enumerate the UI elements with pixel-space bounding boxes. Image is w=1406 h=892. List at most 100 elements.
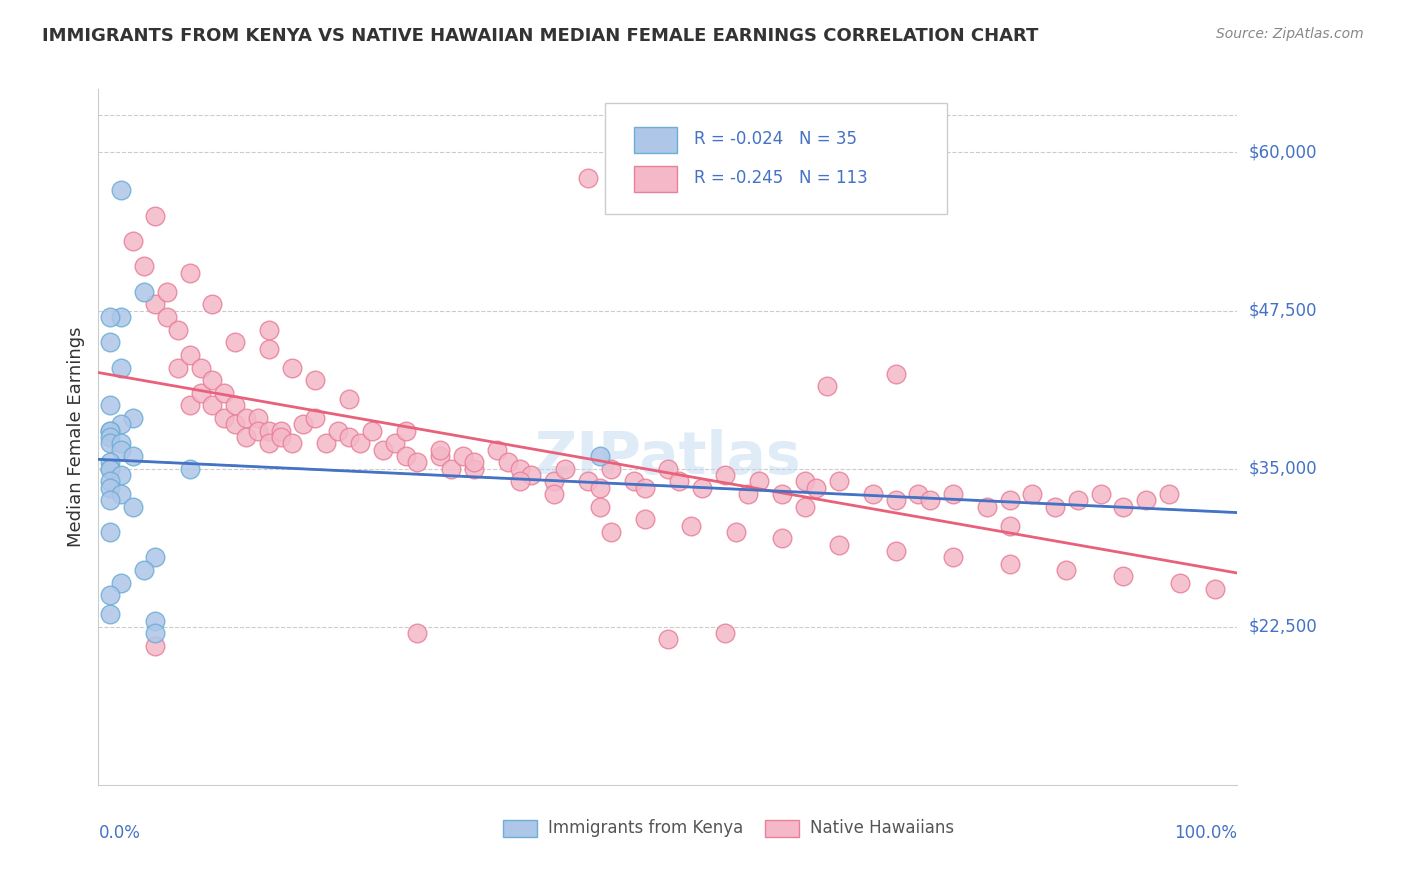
Point <box>98 475 121 489</box>
Point <box>1135 493 1157 508</box>
Point <box>156 310 179 324</box>
Point <box>145 550 167 565</box>
Point <box>121 411 143 425</box>
Point <box>110 183 132 197</box>
Point <box>98 461 121 475</box>
Bar <box>634 166 676 192</box>
Point <box>918 493 941 508</box>
Point <box>190 360 212 375</box>
Point <box>406 626 429 640</box>
Point <box>884 544 907 558</box>
Bar <box>503 820 537 837</box>
Point <box>395 424 418 438</box>
Point <box>429 442 451 457</box>
Point <box>110 417 132 432</box>
Point <box>486 442 509 457</box>
Point <box>463 461 485 475</box>
Point <box>145 614 167 628</box>
Point <box>315 436 337 450</box>
Point <box>690 481 713 495</box>
Point <box>576 170 599 185</box>
Point <box>98 424 121 438</box>
Point <box>463 455 485 469</box>
Point <box>235 411 257 425</box>
Bar <box>634 127 676 153</box>
Point <box>281 360 304 375</box>
Point <box>440 461 463 475</box>
Text: ZIPatlas: ZIPatlas <box>534 429 801 486</box>
Point <box>588 449 610 463</box>
Point <box>110 436 132 450</box>
Point <box>132 285 155 299</box>
Point <box>600 524 623 539</box>
Point <box>259 322 281 336</box>
Point <box>1054 563 1078 577</box>
Point <box>259 424 281 438</box>
Text: IMMIGRANTS FROM KENYA VS NATIVE HAWAIIAN MEDIAN FEMALE EARNINGS CORRELATION CHAR: IMMIGRANTS FROM KENYA VS NATIVE HAWAIIAN… <box>42 27 1039 45</box>
Point <box>145 209 167 223</box>
Point <box>804 481 827 495</box>
Point <box>942 487 965 501</box>
Point <box>714 468 737 483</box>
Point <box>828 538 851 552</box>
Point <box>98 461 121 475</box>
Text: 0.0%: 0.0% <box>98 824 141 842</box>
Point <box>498 455 520 469</box>
Point <box>179 461 201 475</box>
Point <box>828 475 851 489</box>
Y-axis label: Median Female Earnings: Median Female Earnings <box>66 326 84 548</box>
Point <box>520 468 543 483</box>
Point <box>509 475 531 489</box>
Point <box>98 335 121 350</box>
Point <box>793 475 815 489</box>
Point <box>259 436 281 450</box>
Point <box>1204 582 1226 596</box>
Point <box>976 500 998 514</box>
Point <box>304 373 326 387</box>
Point <box>270 424 292 438</box>
Point <box>793 500 815 514</box>
Point <box>748 475 770 489</box>
Point <box>1112 500 1135 514</box>
Point <box>212 385 235 400</box>
Point <box>179 348 201 362</box>
Point <box>156 285 179 299</box>
Point <box>998 493 1021 508</box>
Point <box>657 632 679 647</box>
Point <box>270 430 292 444</box>
Point <box>326 424 349 438</box>
Point <box>98 430 121 444</box>
Text: $47,500: $47,500 <box>1249 301 1317 319</box>
Point <box>121 234 143 248</box>
Point <box>98 436 121 450</box>
Point <box>110 468 132 483</box>
Point <box>121 449 143 463</box>
Text: 100.0%: 100.0% <box>1174 824 1237 842</box>
Text: $22,500: $22,500 <box>1249 618 1317 636</box>
Point <box>201 297 224 311</box>
Point <box>110 310 132 324</box>
Point <box>543 487 565 501</box>
Point <box>98 424 121 438</box>
Bar <box>765 820 799 837</box>
Point <box>224 417 246 432</box>
Point <box>235 430 257 444</box>
Point <box>98 310 121 324</box>
Point <box>714 626 737 640</box>
Point <box>395 449 418 463</box>
Point <box>862 487 884 501</box>
Point <box>998 557 1021 571</box>
Point <box>337 392 360 406</box>
Point <box>246 411 269 425</box>
Point <box>349 436 371 450</box>
Point <box>1112 569 1135 583</box>
Point <box>543 475 565 489</box>
Text: Source: ZipAtlas.com: Source: ZipAtlas.com <box>1216 27 1364 41</box>
Point <box>98 588 121 602</box>
Point <box>737 487 759 501</box>
Point <box>770 531 793 545</box>
Point <box>1021 487 1043 501</box>
Point <box>98 607 121 622</box>
Point <box>224 399 246 413</box>
Point <box>98 481 121 495</box>
